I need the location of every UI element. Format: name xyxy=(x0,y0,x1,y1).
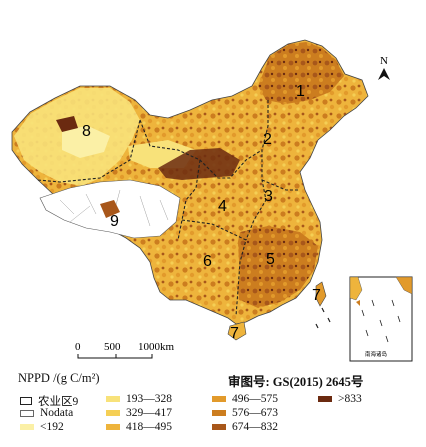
north-arrow-icon: N xyxy=(378,55,390,80)
southeast-region xyxy=(232,226,318,308)
zone-label-4: 4 xyxy=(218,198,227,215)
map-review-number: 审图号: GS(2015) 2645号 xyxy=(228,375,364,389)
dark-patch-nw xyxy=(56,116,78,132)
legend-item-lt192: <192 xyxy=(20,421,64,433)
svg-text:N: N xyxy=(380,55,388,67)
legend-item-193-328: 193—328 xyxy=(106,393,172,405)
legend-swatch-193-328 xyxy=(106,396,120,402)
svg-text:0: 0 xyxy=(75,341,81,353)
zone-1-region xyxy=(258,42,344,104)
zone-label-1: 1 xyxy=(296,83,305,100)
scale-bar: 0 500 1000km xyxy=(75,341,175,359)
legend-swatch-gt833 xyxy=(318,396,332,402)
dark-band-north xyxy=(158,148,240,180)
legend-swatch-nodata xyxy=(20,409,34,417)
zone-borders xyxy=(37,100,300,317)
legend-item-zone9: 农业区9 xyxy=(20,393,78,409)
legend-swatch-329-417 xyxy=(106,410,120,416)
legend-swatch-418-495 xyxy=(106,424,120,430)
zone-label-8: 8 xyxy=(82,123,91,140)
legend-item-nodata: Nodata xyxy=(20,407,73,419)
zone-label-5: 5 xyxy=(266,251,275,268)
desert-patch xyxy=(62,126,110,158)
legend-item-496-575: 496—575 xyxy=(212,393,278,405)
hainan xyxy=(227,321,247,341)
zone-label-2: 2 xyxy=(263,131,272,148)
legend-swatch-576-673 xyxy=(212,410,226,416)
legend-item-576-673: 576—673 xyxy=(212,407,278,419)
dark-patch-tibet xyxy=(100,200,120,218)
legend-item-418-495: 418—495 xyxy=(106,421,172,433)
legend-swatch-lt192 xyxy=(20,424,34,430)
south-sea-inset: 南海诸岛 xyxy=(349,276,413,362)
zone-label-7b: 7 xyxy=(230,325,239,342)
island-marks xyxy=(315,307,331,329)
legend-item-329-417: 329—417 xyxy=(106,407,172,419)
taiwan xyxy=(315,281,327,307)
svg-text:500: 500 xyxy=(104,341,121,353)
svg-text:1000km: 1000km xyxy=(138,341,175,353)
legend-swatch-674-832 xyxy=(212,424,226,430)
legend-item-gt833: >833 xyxy=(318,393,362,405)
zone-label-3: 3 xyxy=(264,188,273,205)
zone-label-6: 6 xyxy=(203,253,212,270)
legend-swatch-zone9 xyxy=(20,397,32,405)
south-region xyxy=(162,236,240,304)
zone-label-9: 9 xyxy=(110,213,119,230)
legend-swatch-496-575 xyxy=(212,396,226,402)
legend-title: NPPD /(g C/m²) xyxy=(18,371,100,385)
inset-label: 南海诸岛 xyxy=(365,350,388,358)
zone-label-7: 7 xyxy=(312,287,321,304)
legend-item-674-832: 674—832 xyxy=(212,421,278,433)
